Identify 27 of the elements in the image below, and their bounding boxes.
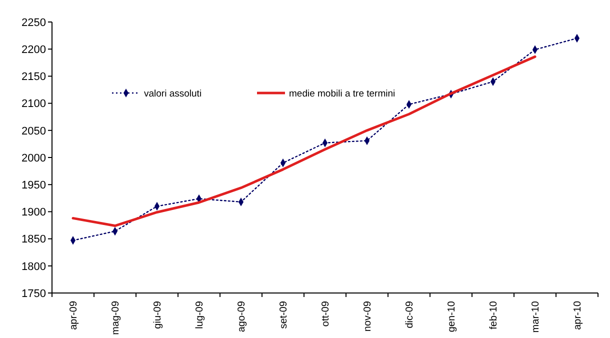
- y-tick-label: 1900: [22, 206, 46, 219]
- y-tick-label: 1800: [22, 260, 46, 273]
- x-tick-label: gen-10: [446, 300, 458, 332]
- x-tick-label: ago-09: [236, 300, 248, 332]
- legend-label: medie mobili a tre termini: [289, 88, 396, 100]
- y-tick-label: 1750: [22, 288, 46, 300]
- y-tick-label: 2050: [22, 125, 46, 138]
- y-tick-label: 2200: [22, 44, 46, 56]
- y-tick-label: 1950: [22, 179, 46, 192]
- x-tick-label: lug-09: [194, 300, 206, 329]
- y-tick-label: 2100: [22, 98, 46, 110]
- y-tick-label: 2000: [22, 152, 46, 164]
- legend-label: valori assoluti: [144, 88, 202, 100]
- y-tick-label: 2150: [22, 71, 46, 84]
- x-tick-label: dic-09: [404, 300, 416, 328]
- x-tick-label: feb-10: [488, 300, 500, 330]
- x-tick-label: nov-09: [362, 300, 374, 332]
- x-tick-label: mag-09: [110, 300, 122, 335]
- line-series: [72, 55, 536, 228]
- x-tick-label: giu-09: [152, 300, 164, 329]
- y-tick-label: 2250: [22, 16, 46, 29]
- y-tick-label: 1850: [22, 234, 46, 246]
- x-tick-label: apr-10: [572, 300, 584, 330]
- x-tick-label: mar-10: [530, 300, 542, 333]
- x-tick-label: ott-09: [320, 300, 332, 327]
- x-tick-label: apr-09: [68, 300, 80, 330]
- x-tick-label: set-09: [278, 300, 290, 329]
